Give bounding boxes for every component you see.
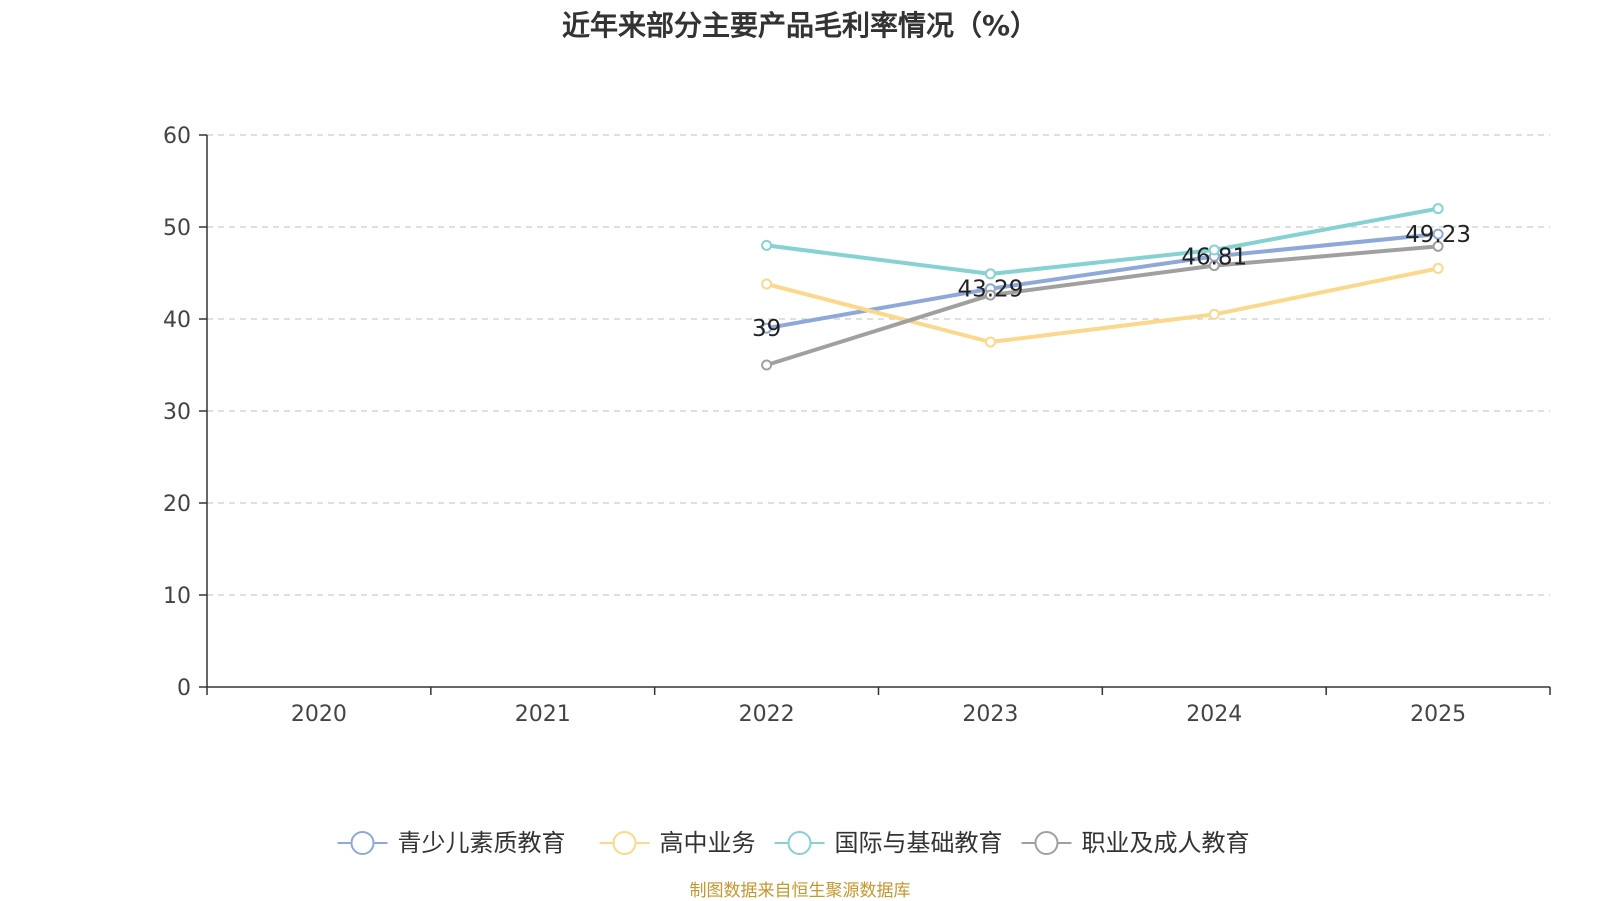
y-tick-label: 50 — [163, 216, 191, 241]
series-line-3 — [764, 244, 1441, 367]
data-point — [761, 359, 773, 371]
y-tick-label: 30 — [163, 400, 191, 425]
data-point — [1432, 228, 1444, 240]
legend-marker-2 — [787, 831, 812, 855]
data-point — [984, 289, 996, 301]
data-point — [1208, 260, 1220, 272]
data-point — [1432, 203, 1444, 215]
series-line-1 — [764, 266, 1441, 344]
y-tick-label: 0 — [177, 676, 191, 701]
y-tick-label: 20 — [163, 492, 191, 517]
data-label: 43.29 — [957, 277, 1023, 303]
legend-label-3: 职业及成人教育 — [1082, 829, 1250, 857]
data-point — [984, 336, 996, 348]
x-tick-label: 2021 — [515, 702, 571, 727]
legend-marker-1 — [612, 831, 637, 855]
data-point — [1208, 308, 1220, 320]
x-tick-label: 2022 — [739, 702, 795, 727]
data-point — [1432, 262, 1444, 274]
y-tick-label: 10 — [163, 584, 191, 609]
data-label: 49.23 — [1405, 222, 1471, 248]
data-point — [761, 278, 773, 290]
x-tick-label: 2024 — [1186, 702, 1242, 727]
legend-label-1: 高中业务 — [660, 829, 756, 857]
y-tick-label: 40 — [163, 308, 191, 333]
series-line-0 — [764, 232, 1441, 331]
x-tick-label: 2025 — [1410, 702, 1466, 727]
data-point — [984, 268, 996, 280]
data-label: 46.81 — [1181, 244, 1247, 270]
data-point — [1432, 240, 1444, 252]
data-point — [1208, 244, 1220, 256]
legend-marker-3 — [1034, 831, 1059, 855]
data-point — [761, 322, 773, 334]
chart-source: 制图数据来自恒生聚源数据库 — [689, 881, 911, 901]
data-point — [761, 239, 773, 251]
legend-label-2: 国际与基础教育 — [835, 829, 1003, 857]
legend-label-0: 青少儿素质教育 — [398, 829, 566, 857]
x-tick-label: 2023 — [962, 702, 1018, 727]
x-tick-label: 2020 — [291, 702, 347, 727]
legend-marker-0 — [350, 831, 375, 855]
y-tick-label: 60 — [163, 124, 191, 149]
chart-title: 近年来部分主要产品毛利率情况（%） — [561, 9, 1039, 42]
series-line-2 — [764, 206, 1441, 276]
data-label: 39 — [752, 316, 781, 342]
